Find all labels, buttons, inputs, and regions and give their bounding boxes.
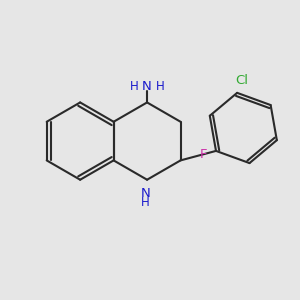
Text: H: H [156, 80, 165, 94]
Text: H: H [141, 196, 150, 208]
Text: N: N [141, 187, 151, 200]
Text: Cl: Cl [235, 74, 248, 87]
Text: N: N [142, 80, 152, 94]
Text: H: H [129, 80, 138, 94]
Text: F: F [200, 148, 207, 161]
